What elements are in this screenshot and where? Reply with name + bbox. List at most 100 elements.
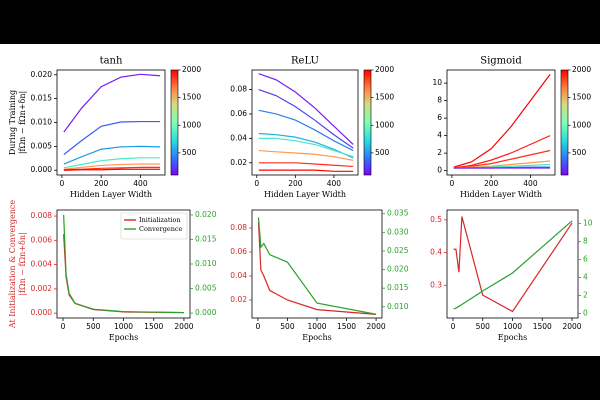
colorbar-tick-label: 2000 bbox=[182, 65, 201, 74]
y-tick-label: 6 bbox=[437, 113, 442, 122]
y-axis-label: |fΩn − fΩn+δn| bbox=[18, 232, 27, 295]
x-tick-label: 0 bbox=[451, 322, 456, 331]
series-line bbox=[453, 135, 551, 169]
colorbar-tick-label: 1000 bbox=[572, 120, 591, 129]
y-tick-label: 0.010 bbox=[31, 118, 53, 127]
y2-tick-label: 2 bbox=[583, 291, 588, 300]
panel-title: tanh bbox=[100, 56, 123, 67]
y2-tick-label: 0.030 bbox=[387, 227, 409, 236]
series-line bbox=[63, 168, 161, 171]
x-axis-label: Hidden Layer Width bbox=[264, 190, 346, 199]
legend-label: Convergence bbox=[139, 225, 183, 233]
legend-box bbox=[120, 212, 188, 240]
y2-tick-label: 0.010 bbox=[387, 302, 409, 311]
y-tick-label: 0.08 bbox=[230, 85, 247, 94]
colorbar-tick-label: 2000 bbox=[572, 65, 591, 74]
colorbar-tick-label: 500 bbox=[375, 148, 390, 157]
colorbar-tick-label: 500 bbox=[572, 148, 587, 157]
y-tick-label: 10 bbox=[432, 78, 442, 87]
series-line bbox=[258, 149, 354, 161]
y2-tick-label: 6 bbox=[583, 255, 588, 264]
y-tick-label: 8 bbox=[437, 96, 442, 105]
axes-frame bbox=[446, 69, 556, 176]
colorbar-tick-label: 2000 bbox=[375, 65, 394, 74]
x-axis-label: Hidden Layer Width bbox=[460, 190, 542, 199]
figure-background bbox=[0, 44, 600, 356]
x-tick-label: 2000 bbox=[367, 322, 386, 331]
x-tick-label: 0 bbox=[61, 322, 66, 331]
x-axis-label: Hidden Layer Width bbox=[70, 190, 152, 199]
y-tick-label: 0.02 bbox=[230, 158, 247, 167]
series-line bbox=[257, 217, 377, 315]
y-tick-label: 0.4 bbox=[430, 248, 442, 257]
series-line bbox=[453, 220, 573, 310]
series-line bbox=[258, 132, 354, 159]
y-tick-label: 0.006 bbox=[31, 235, 53, 244]
y-tick-label: 0.005 bbox=[31, 141, 53, 150]
colorbar-tick-label: 1000 bbox=[375, 120, 394, 129]
series-line bbox=[63, 120, 161, 155]
colorbar-tick-label: 1500 bbox=[182, 93, 201, 102]
y2-tick-label: 0.005 bbox=[195, 284, 217, 293]
series-line bbox=[63, 163, 161, 170]
series-line bbox=[258, 162, 354, 168]
series-line bbox=[453, 149, 551, 169]
series-line bbox=[453, 216, 573, 313]
x-tick-label: 400 bbox=[523, 179, 538, 188]
y-tick-label: 0.015 bbox=[31, 94, 53, 103]
y-axis-label: During Training bbox=[8, 90, 17, 155]
y-tick-label: 4 bbox=[437, 131, 442, 140]
y2-tick-label: 0.000 bbox=[195, 308, 217, 317]
y-tick-label: 0.008 bbox=[31, 211, 53, 220]
x-tick-label: 400 bbox=[133, 179, 148, 188]
x-tick-label: 200 bbox=[94, 179, 109, 188]
x-tick-label: 1500 bbox=[533, 322, 552, 331]
y2-tick-label: 0 bbox=[583, 309, 588, 318]
colorbar bbox=[363, 69, 372, 176]
x-tick-label: 500 bbox=[280, 322, 295, 331]
series-line bbox=[257, 221, 377, 315]
x-tick-label: 500 bbox=[86, 322, 101, 331]
y2-tick-label: 8 bbox=[583, 237, 588, 246]
x-tick-label: 1500 bbox=[337, 322, 356, 331]
legend-label: Initialization bbox=[139, 216, 181, 224]
x-axis-label: Epochs bbox=[302, 333, 332, 342]
x-tick-label: 0 bbox=[256, 322, 261, 331]
colorbar bbox=[170, 69, 179, 176]
y-tick-label: 0.04 bbox=[230, 271, 247, 280]
y-tick-label: 0.000 bbox=[31, 308, 53, 317]
y-axis-label: At Initialization & Convergence bbox=[8, 200, 17, 330]
y-tick-label: 0.02 bbox=[230, 295, 247, 304]
x-tick-label: 1500 bbox=[144, 322, 163, 331]
y-tick-label: 0.06 bbox=[230, 109, 247, 118]
x-tick-label: 200 bbox=[484, 179, 499, 188]
x-tick-label: 1000 bbox=[503, 322, 522, 331]
x-tick-label: 500 bbox=[476, 322, 491, 331]
series-line bbox=[258, 137, 354, 158]
y2-tick-label: 0.015 bbox=[195, 234, 217, 243]
series-line bbox=[258, 88, 354, 149]
x-axis-label: Epochs bbox=[109, 333, 139, 342]
colorbar-tick-label: 1500 bbox=[572, 93, 591, 102]
x-tick-label: 200 bbox=[288, 179, 303, 188]
colorbar-tick-label: 500 bbox=[182, 148, 197, 157]
series-line bbox=[63, 73, 161, 133]
y2-tick-label: 0.020 bbox=[195, 210, 217, 219]
series-line bbox=[63, 145, 161, 165]
y2-tick-label: 10 bbox=[583, 219, 593, 228]
y2-tick-label: 0.020 bbox=[387, 265, 409, 274]
y2-tick-label: 0.025 bbox=[387, 246, 409, 255]
x-axis-label: Epochs bbox=[498, 333, 528, 342]
x-tick-label: 0 bbox=[60, 179, 65, 188]
y-axis-label: |fΩn − fΩn+δn| bbox=[18, 91, 27, 154]
colorbar-tick-label: 1500 bbox=[375, 93, 394, 102]
x-tick-label: 2000 bbox=[174, 322, 193, 331]
y-tick-label: 0 bbox=[437, 166, 442, 175]
y-tick-label: 0.000 bbox=[31, 165, 53, 174]
panel-title: ReLU bbox=[291, 56, 319, 67]
y2-tick-label: 0.035 bbox=[387, 209, 409, 218]
y-tick-label: 0.020 bbox=[31, 70, 53, 79]
axes-frame bbox=[251, 69, 359, 176]
